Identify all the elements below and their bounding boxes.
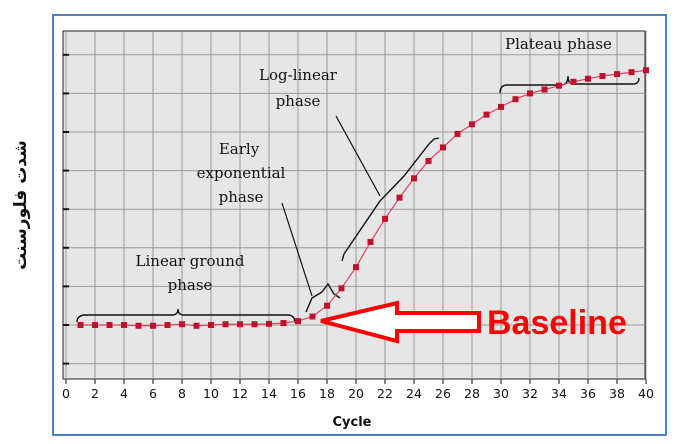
annotation-log-linear-line1: Log-linear bbox=[259, 66, 338, 84]
leader-lines bbox=[281, 115, 381, 297]
x-tick-label: 12 bbox=[232, 386, 248, 401]
grid bbox=[63, 31, 647, 379]
series-line bbox=[80, 69, 647, 327]
chart-frame: 0 2 4 6 8 10 12 14 16 18 20 22 24 26 28 30 32 34 36 38 40 Pl… bbox=[52, 14, 667, 436]
data-point bbox=[483, 111, 490, 118]
data-point bbox=[150, 322, 156, 329]
data-point bbox=[382, 215, 388, 222]
data-point bbox=[179, 321, 185, 328]
data-point bbox=[266, 320, 272, 327]
x-tick-label: 22 bbox=[377, 386, 393, 401]
data-point bbox=[92, 322, 98, 328]
x-tick-label: 10 bbox=[203, 386, 219, 401]
data-point bbox=[454, 130, 461, 137]
x-tick-label: 18 bbox=[319, 386, 335, 401]
data-point bbox=[280, 320, 287, 327]
data-point bbox=[614, 71, 620, 78]
annotation-early-line3: phase bbox=[219, 188, 264, 206]
x-tick-label: 30 bbox=[493, 386, 509, 401]
annotation-early-line1: Early bbox=[219, 140, 260, 158]
phase-brackets bbox=[76, 75, 640, 324]
data-point bbox=[367, 239, 374, 246]
data-point bbox=[222, 321, 229, 328]
data-point bbox=[628, 69, 635, 76]
x-tick-label: 16 bbox=[290, 386, 306, 401]
x-tick-label: 20 bbox=[348, 386, 364, 401]
data-point bbox=[556, 82, 562, 89]
x-tick-label: 4 bbox=[120, 386, 128, 401]
y-axis-title-wrap: شدت فلورسنت bbox=[11, 140, 31, 270]
data-point bbox=[324, 302, 330, 309]
data-point bbox=[208, 322, 214, 328]
annotation-linear-ground-line2: phase bbox=[168, 276, 213, 294]
early-exponential-leader bbox=[281, 202, 313, 297]
data-point bbox=[527, 90, 533, 97]
ticks: 0 2 4 6 8 10 12 14 16 18 20 22 24 26 28 30 32 34 36 38 40 bbox=[62, 53, 654, 401]
data-point bbox=[77, 322, 84, 328]
baseline-label: Baseline bbox=[487, 304, 627, 342]
data-point bbox=[599, 73, 606, 80]
data-point bbox=[643, 67, 649, 74]
x-axis-title: Cycle bbox=[333, 415, 372, 430]
data-point bbox=[440, 144, 446, 151]
data-point bbox=[396, 194, 403, 201]
y-axis-title: شدت فلورسنت bbox=[11, 140, 31, 270]
data-point bbox=[193, 322, 200, 329]
data-point bbox=[512, 96, 519, 103]
data-point bbox=[121, 322, 127, 328]
log-linear-bracket bbox=[341, 137, 440, 262]
x-tick-label: 32 bbox=[522, 386, 538, 401]
x-tick-label: 34 bbox=[551, 386, 567, 401]
data-point bbox=[570, 78, 577, 85]
x-tick-label: 38 bbox=[609, 386, 625, 401]
x-tick-label: 26 bbox=[435, 386, 451, 401]
x-tick-label: 40 bbox=[638, 386, 654, 401]
data-point bbox=[338, 285, 345, 292]
data-point bbox=[106, 322, 113, 328]
annotation-plateau: Plateau phase bbox=[505, 35, 612, 53]
data-point bbox=[585, 75, 591, 82]
x-tick-label: 36 bbox=[580, 386, 596, 401]
data-point bbox=[135, 322, 142, 329]
data-point bbox=[164, 322, 171, 328]
data-point bbox=[541, 86, 548, 93]
series-markers bbox=[77, 67, 649, 329]
data-point bbox=[251, 321, 258, 328]
x-tick-label: 0 bbox=[62, 386, 70, 401]
data-point bbox=[237, 321, 243, 328]
annotation-linear-ground-line1: Linear ground bbox=[136, 252, 245, 270]
baseline-arrow bbox=[320, 300, 481, 344]
data-point bbox=[295, 318, 301, 325]
early-exponential-bracket bbox=[305, 282, 341, 313]
plateau-bracket bbox=[499, 75, 640, 94]
data-point bbox=[353, 264, 359, 271]
annotation-log-linear-line2: phase bbox=[276, 92, 321, 110]
linear-ground-bracket bbox=[76, 308, 296, 324]
x-tick-label: 28 bbox=[464, 386, 480, 401]
x-tick-label: 8 bbox=[178, 386, 186, 401]
data-point bbox=[469, 121, 475, 128]
chart: 0 2 4 6 8 10 12 14 16 18 20 22 24 26 28 30 32 34 36 38 40 Pl… bbox=[62, 30, 654, 430]
x-tick-label: 14 bbox=[261, 386, 277, 401]
x-tick-label: 24 bbox=[406, 386, 422, 401]
x-tick-label: 6 bbox=[149, 386, 157, 401]
data-point bbox=[309, 313, 316, 320]
data-point bbox=[498, 103, 504, 110]
data-point bbox=[411, 175, 417, 182]
data-point bbox=[425, 157, 432, 164]
annotation-early-line2: exponential bbox=[197, 164, 286, 182]
x-tick-label: 2 bbox=[91, 386, 99, 401]
log-linear-leader bbox=[335, 115, 381, 197]
